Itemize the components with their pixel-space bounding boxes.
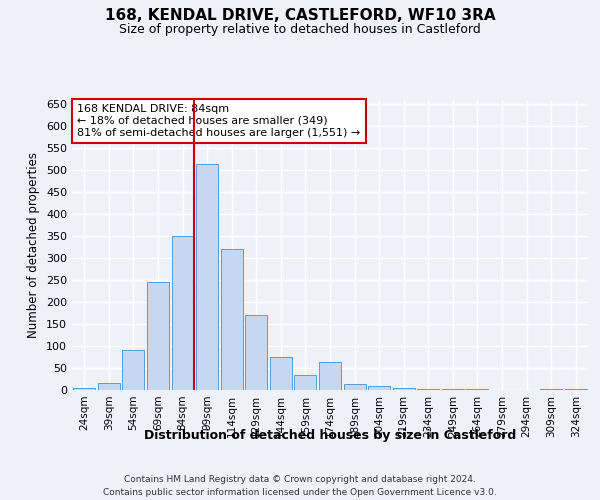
Bar bbox=[466, 389, 488, 390]
Bar bbox=[221, 250, 243, 390]
Bar bbox=[442, 389, 464, 390]
Bar bbox=[368, 386, 390, 390]
Text: Contains HM Land Registry data © Crown copyright and database right 2024.: Contains HM Land Registry data © Crown c… bbox=[124, 476, 476, 484]
Bar bbox=[344, 384, 365, 390]
Bar bbox=[392, 388, 415, 390]
Bar bbox=[245, 316, 268, 390]
Bar bbox=[295, 374, 316, 390]
Bar bbox=[270, 357, 292, 390]
Bar bbox=[417, 388, 439, 390]
Bar bbox=[565, 389, 587, 390]
Bar bbox=[73, 388, 95, 390]
Bar bbox=[540, 389, 562, 390]
Bar bbox=[147, 282, 169, 390]
Bar bbox=[196, 164, 218, 390]
Text: Size of property relative to detached houses in Castleford: Size of property relative to detached ho… bbox=[119, 22, 481, 36]
Bar bbox=[98, 384, 120, 390]
Bar bbox=[172, 236, 194, 390]
Text: 168 KENDAL DRIVE: 84sqm
← 18% of detached houses are smaller (349)
81% of semi-d: 168 KENDAL DRIVE: 84sqm ← 18% of detache… bbox=[77, 104, 361, 138]
Bar bbox=[122, 350, 145, 390]
Bar bbox=[319, 362, 341, 390]
Text: 168, KENDAL DRIVE, CASTLEFORD, WF10 3RA: 168, KENDAL DRIVE, CASTLEFORD, WF10 3RA bbox=[104, 8, 496, 22]
Text: Distribution of detached houses by size in Castleford: Distribution of detached houses by size … bbox=[144, 428, 516, 442]
Text: Contains public sector information licensed under the Open Government Licence v3: Contains public sector information licen… bbox=[103, 488, 497, 497]
Y-axis label: Number of detached properties: Number of detached properties bbox=[28, 152, 40, 338]
